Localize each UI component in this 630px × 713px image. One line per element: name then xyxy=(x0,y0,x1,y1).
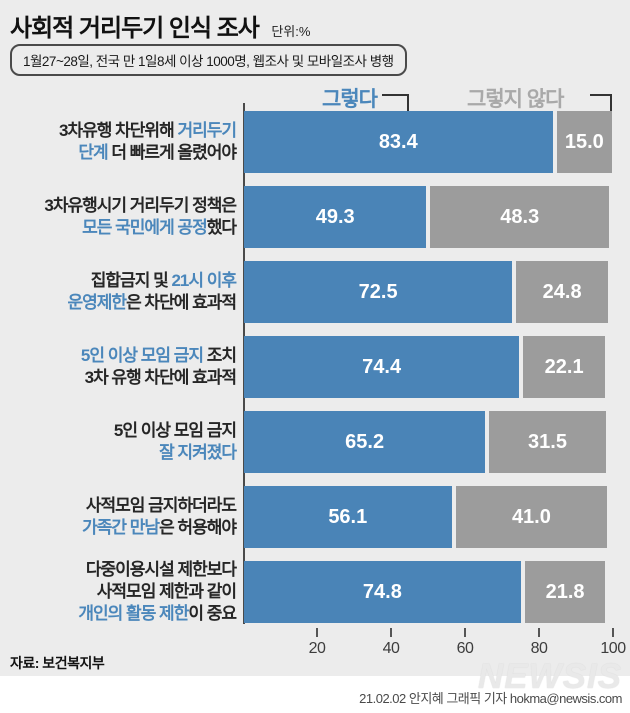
x-tick-label: 100 xyxy=(600,640,626,657)
footer-strip xyxy=(0,676,630,713)
x-tick-label: 20 xyxy=(308,640,326,657)
chart-row: 5인 이상 모임 금지 조치 3차 유행 차단에 효과적 74.4 22.1 xyxy=(0,336,630,411)
label-highlight-text: 21시 이후 xyxy=(171,271,237,290)
bar-yes: 74.8 xyxy=(244,561,521,623)
bar-no: 22.1 xyxy=(523,336,606,398)
label-text: 사적모임 제한과 같이 xyxy=(96,582,237,601)
label-text: 3차유행 차단위해 xyxy=(59,121,178,140)
row-label: 5인 이상 모임 금지 조치 3차 유행 차단에 효과적 xyxy=(0,336,237,398)
unit-label: 단위:% xyxy=(271,24,311,39)
x-tick-label: 40 xyxy=(382,640,400,657)
bar-yes-value: 74.4 xyxy=(362,355,402,378)
bar-yes-value: 74.8 xyxy=(362,580,402,603)
bar-yes: 65.2 xyxy=(244,411,486,473)
bar-no-value: 48.3 xyxy=(500,205,540,228)
bar-yes: 56.1 xyxy=(244,486,452,548)
x-tick-mark xyxy=(390,628,392,637)
label-highlight-text: 운영제한 xyxy=(67,293,128,312)
label-highlight-text: 가족간 만남 xyxy=(82,518,160,537)
bar-yes: 83.4 xyxy=(244,111,553,173)
bar-no: 31.5 xyxy=(489,411,606,473)
legend-yes-label: 그렇다 xyxy=(322,88,378,111)
label-text: 은 차단에 효과적 xyxy=(126,293,237,312)
bar-yes-value: 56.1 xyxy=(328,505,368,528)
label-text: 3차유행시기 거리두기 정책은 xyxy=(44,196,237,215)
label-text: 3차 유행 차단에 효과적 xyxy=(84,368,237,387)
bar-yes-value: 72.5 xyxy=(358,280,398,303)
label-highlight-text: 거리두기 xyxy=(177,121,237,140)
bar-no: 48.3 xyxy=(430,186,610,248)
bar-yes-value: 83.4 xyxy=(378,130,418,153)
header: 사회적 거리두기 인식 조사 단위:% xyxy=(10,8,310,43)
bar-no: 24.8 xyxy=(516,261,608,323)
bar-no: 15.0 xyxy=(556,111,613,173)
survey-method-note: 1월27~28일, 전국 만 1일8세 이상 1000명, 웹조사 및 모바일조… xyxy=(10,44,407,76)
bar-no: 21.8 xyxy=(524,561,606,623)
label-highlight-text: 잘 지켜졌다 xyxy=(159,443,237,462)
bar-yes: 72.5 xyxy=(244,261,513,323)
label-highlight-text: 개인의 활동 제한 xyxy=(78,604,189,623)
bar-yes: 49.3 xyxy=(244,186,427,248)
legend-no-label: 그렇지 않다 xyxy=(467,88,564,111)
x-tick-mark xyxy=(538,628,540,637)
legend-no-connector-line xyxy=(590,94,612,111)
newsis-watermark-logo: NEWSIS xyxy=(477,657,622,696)
label-text: 조치 xyxy=(202,346,237,365)
legend-yes-connector-line xyxy=(382,94,409,111)
bar-no-value: 31.5 xyxy=(528,430,567,453)
label-text: 더 빠르게 올렸어야 xyxy=(107,143,237,162)
bar-yes-value: 65.2 xyxy=(345,430,385,453)
label-text: 5인 이상 모임 금지 xyxy=(113,421,237,440)
bar-no-value: 24.8 xyxy=(542,280,582,303)
source-label: 자료: 보건복지부 xyxy=(10,655,105,671)
credit-line: 21.02.02 안지혜 그래픽 기자 hokma@newsis.com xyxy=(359,691,622,706)
label-text: 했다 xyxy=(206,218,237,237)
bar-no-value: 22.1 xyxy=(544,355,584,378)
label-text: 이 중요 xyxy=(188,604,237,623)
label-text: 사적모임 금지하더라도 xyxy=(85,496,237,515)
x-tick-label: 60 xyxy=(456,640,474,657)
label-text: 은 허용해야 xyxy=(159,518,237,537)
label-highlight-text: 모든 국민에게 공정 xyxy=(82,218,208,237)
x-tick-mark xyxy=(612,628,614,637)
bar-no-value: 41.0 xyxy=(511,505,551,528)
x-tick-label: 80 xyxy=(530,640,548,657)
label-highlight-text: 단계 xyxy=(78,143,108,162)
page-title: 사회적 거리두기 인식 조사 xyxy=(10,15,260,42)
bar-yes-value: 49.3 xyxy=(315,205,355,228)
label-text: 집합금지 및 xyxy=(90,271,172,290)
bar-no-value: 15.0 xyxy=(564,130,604,153)
x-tick-mark xyxy=(316,628,318,637)
bar-no-value: 21.8 xyxy=(545,580,585,603)
label-highlight-text: 5인 이상 모임 금지 xyxy=(80,346,204,365)
x-tick-mark xyxy=(464,628,466,637)
label-text: 다중이용시설 제한보다 xyxy=(85,560,237,579)
bar-no: 41.0 xyxy=(455,486,608,548)
bar-yes: 74.4 xyxy=(244,336,520,398)
